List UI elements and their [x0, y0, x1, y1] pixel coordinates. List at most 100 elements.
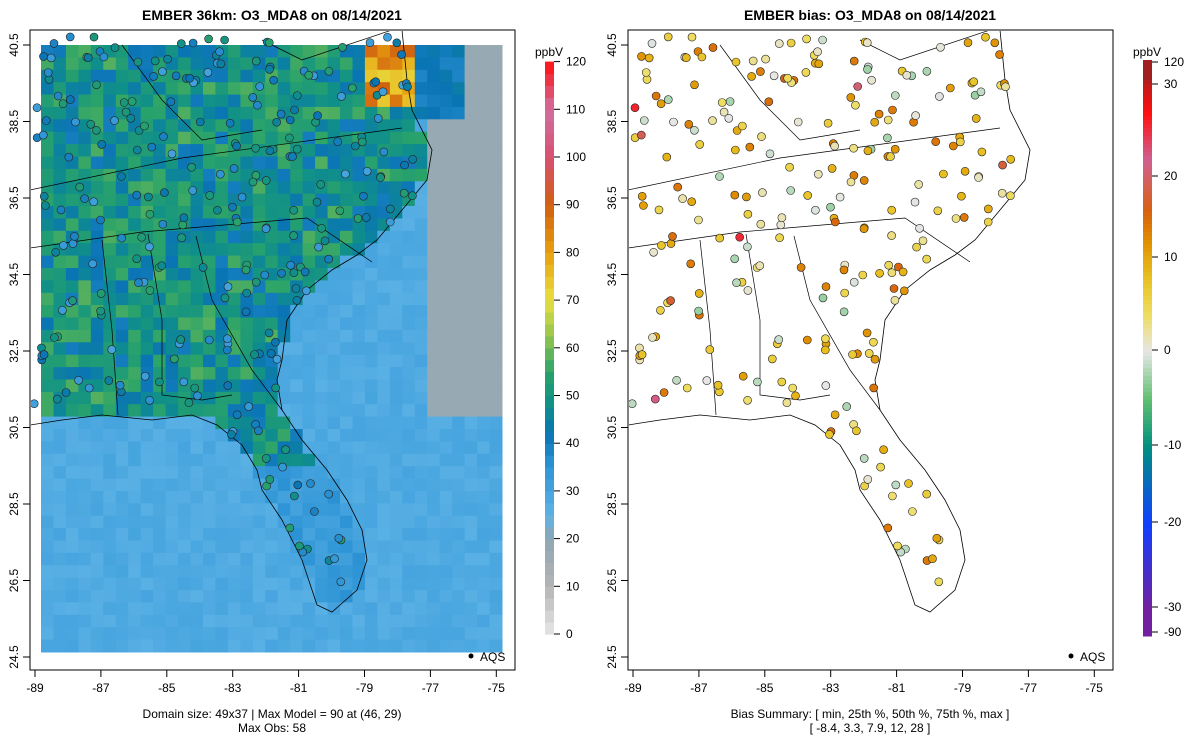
model-grid-cell: [327, 292, 341, 306]
model-grid-cell: [340, 218, 353, 232]
model-grid-cell: [464, 268, 478, 281]
model-grid-cell: [53, 478, 67, 492]
model-grid-cell: [489, 627, 503, 641]
model-grid-cell: [389, 602, 403, 616]
model-grid-cell: [103, 230, 117, 244]
model-grid-cell: [389, 552, 403, 566]
model-grid-cell: [103, 540, 117, 554]
colorbar-swatch: [1143, 608, 1152, 613]
model-grid-cell: [215, 466, 229, 480]
model-grid-cell: [265, 577, 279, 591]
monitor-site: [813, 47, 822, 57]
model-grid-cell: [315, 453, 329, 467]
model-grid-cell: [327, 280, 341, 294]
model-grid-cell: [165, 602, 179, 616]
model-grid-cell: [315, 552, 329, 566]
colorbar-swatch: [1143, 420, 1152, 425]
model-grid-cell: [215, 528, 229, 541]
model-grid-cell: [439, 305, 453, 318]
monitor-site: [220, 35, 229, 45]
model-grid-cell: [90, 391, 104, 405]
model-grid-cell: [389, 540, 403, 554]
model-grid-cell: [427, 528, 441, 541]
model-grid-cell: [290, 45, 304, 58]
model-grid-cell: [227, 106, 241, 120]
monitor-site: [775, 233, 784, 242]
monitor-site: [295, 541, 304, 551]
model-grid-cell: [41, 429, 54, 442]
model-grid-cell: [477, 577, 491, 591]
model-grid-cell: [414, 354, 428, 368]
colorbar-swatch: [545, 204, 554, 218]
colorbar-swatch: [545, 264, 554, 277]
model-grid-cell: [452, 528, 466, 541]
model-grid-cell: [78, 577, 92, 591]
monitor-site: [681, 53, 691, 63]
monitor-site: [821, 381, 831, 390]
monitor-site: [250, 350, 259, 359]
model-grid-cell: [178, 45, 192, 58]
model-grid-cell: [165, 82, 179, 96]
model-grid-cell: [53, 342, 67, 356]
model-grid-cell: [190, 639, 204, 653]
model-grid-cell: [227, 466, 241, 480]
model-grid-cell: [439, 565, 453, 579]
model-grid-cell: [203, 181, 216, 195]
monitor-site: [742, 192, 751, 202]
model-grid-cell: [103, 218, 117, 232]
model-grid-cell: [165, 119, 179, 133]
monitor-site: [731, 57, 741, 67]
x-tick-label: -89: [624, 681, 642, 695]
monitor-site: [251, 56, 261, 66]
model-grid-cell: [464, 243, 478, 257]
model-grid-cell: [414, 69, 428, 83]
model-grid-cell: [377, 230, 391, 244]
colorbar-swatch: [1143, 476, 1152, 481]
model-grid-cell: [215, 367, 229, 380]
model-grid-cell: [227, 441, 241, 455]
model-grid-cell: [377, 329, 391, 343]
model-grid-cell: [128, 429, 142, 442]
model-grid-cell: [277, 230, 291, 244]
model-grid-cell: [227, 416, 241, 430]
colorbar-swatch: [545, 240, 554, 253]
model-grid-cell: [439, 552, 453, 566]
model-grid-cell: [302, 429, 316, 442]
model-grid-cell: [41, 478, 54, 492]
model-grid-cell: [290, 528, 304, 541]
monitor-site: [232, 141, 241, 151]
model-grid-cell: [190, 453, 204, 467]
monitor-site: [912, 242, 921, 252]
monitor-site: [971, 114, 981, 123]
model-grid-cell: [327, 391, 341, 405]
model-grid-cell: [227, 379, 241, 393]
monitor-site: [782, 398, 792, 408]
model-grid-cell: [439, 218, 453, 232]
model-grid-cell: [203, 94, 216, 108]
monitor-site: [690, 126, 699, 135]
model-grid-cell: [427, 565, 441, 579]
monitor-site: [821, 282, 831, 292]
monitor-site: [813, 169, 823, 179]
model-grid-cell: [352, 243, 366, 257]
model-grid-cell: [290, 131, 304, 145]
model-grid-cell: [252, 491, 266, 504]
model-grid-cell: [65, 255, 79, 269]
model-grid-cell: [414, 317, 428, 331]
model-grid-cell: [452, 429, 466, 442]
model-grid-cell: [53, 82, 67, 96]
model-grid-cell: [402, 329, 416, 343]
model-grid-cell: [153, 243, 167, 257]
model-grid-cell: [203, 614, 216, 628]
model-grid-cell: [315, 441, 329, 455]
model-grid-cell: [53, 614, 67, 628]
model-grid-cell: [377, 602, 391, 616]
monitor-site: [58, 99, 68, 108]
model-grid-cell: [327, 429, 341, 442]
monitor-site: [383, 32, 392, 42]
model-grid-cell: [277, 503, 291, 517]
monitor-site: [757, 132, 766, 141]
model-grid-cell: [364, 453, 378, 467]
model-grid-cell: [215, 144, 229, 157]
model-grid-cell: [439, 255, 453, 269]
